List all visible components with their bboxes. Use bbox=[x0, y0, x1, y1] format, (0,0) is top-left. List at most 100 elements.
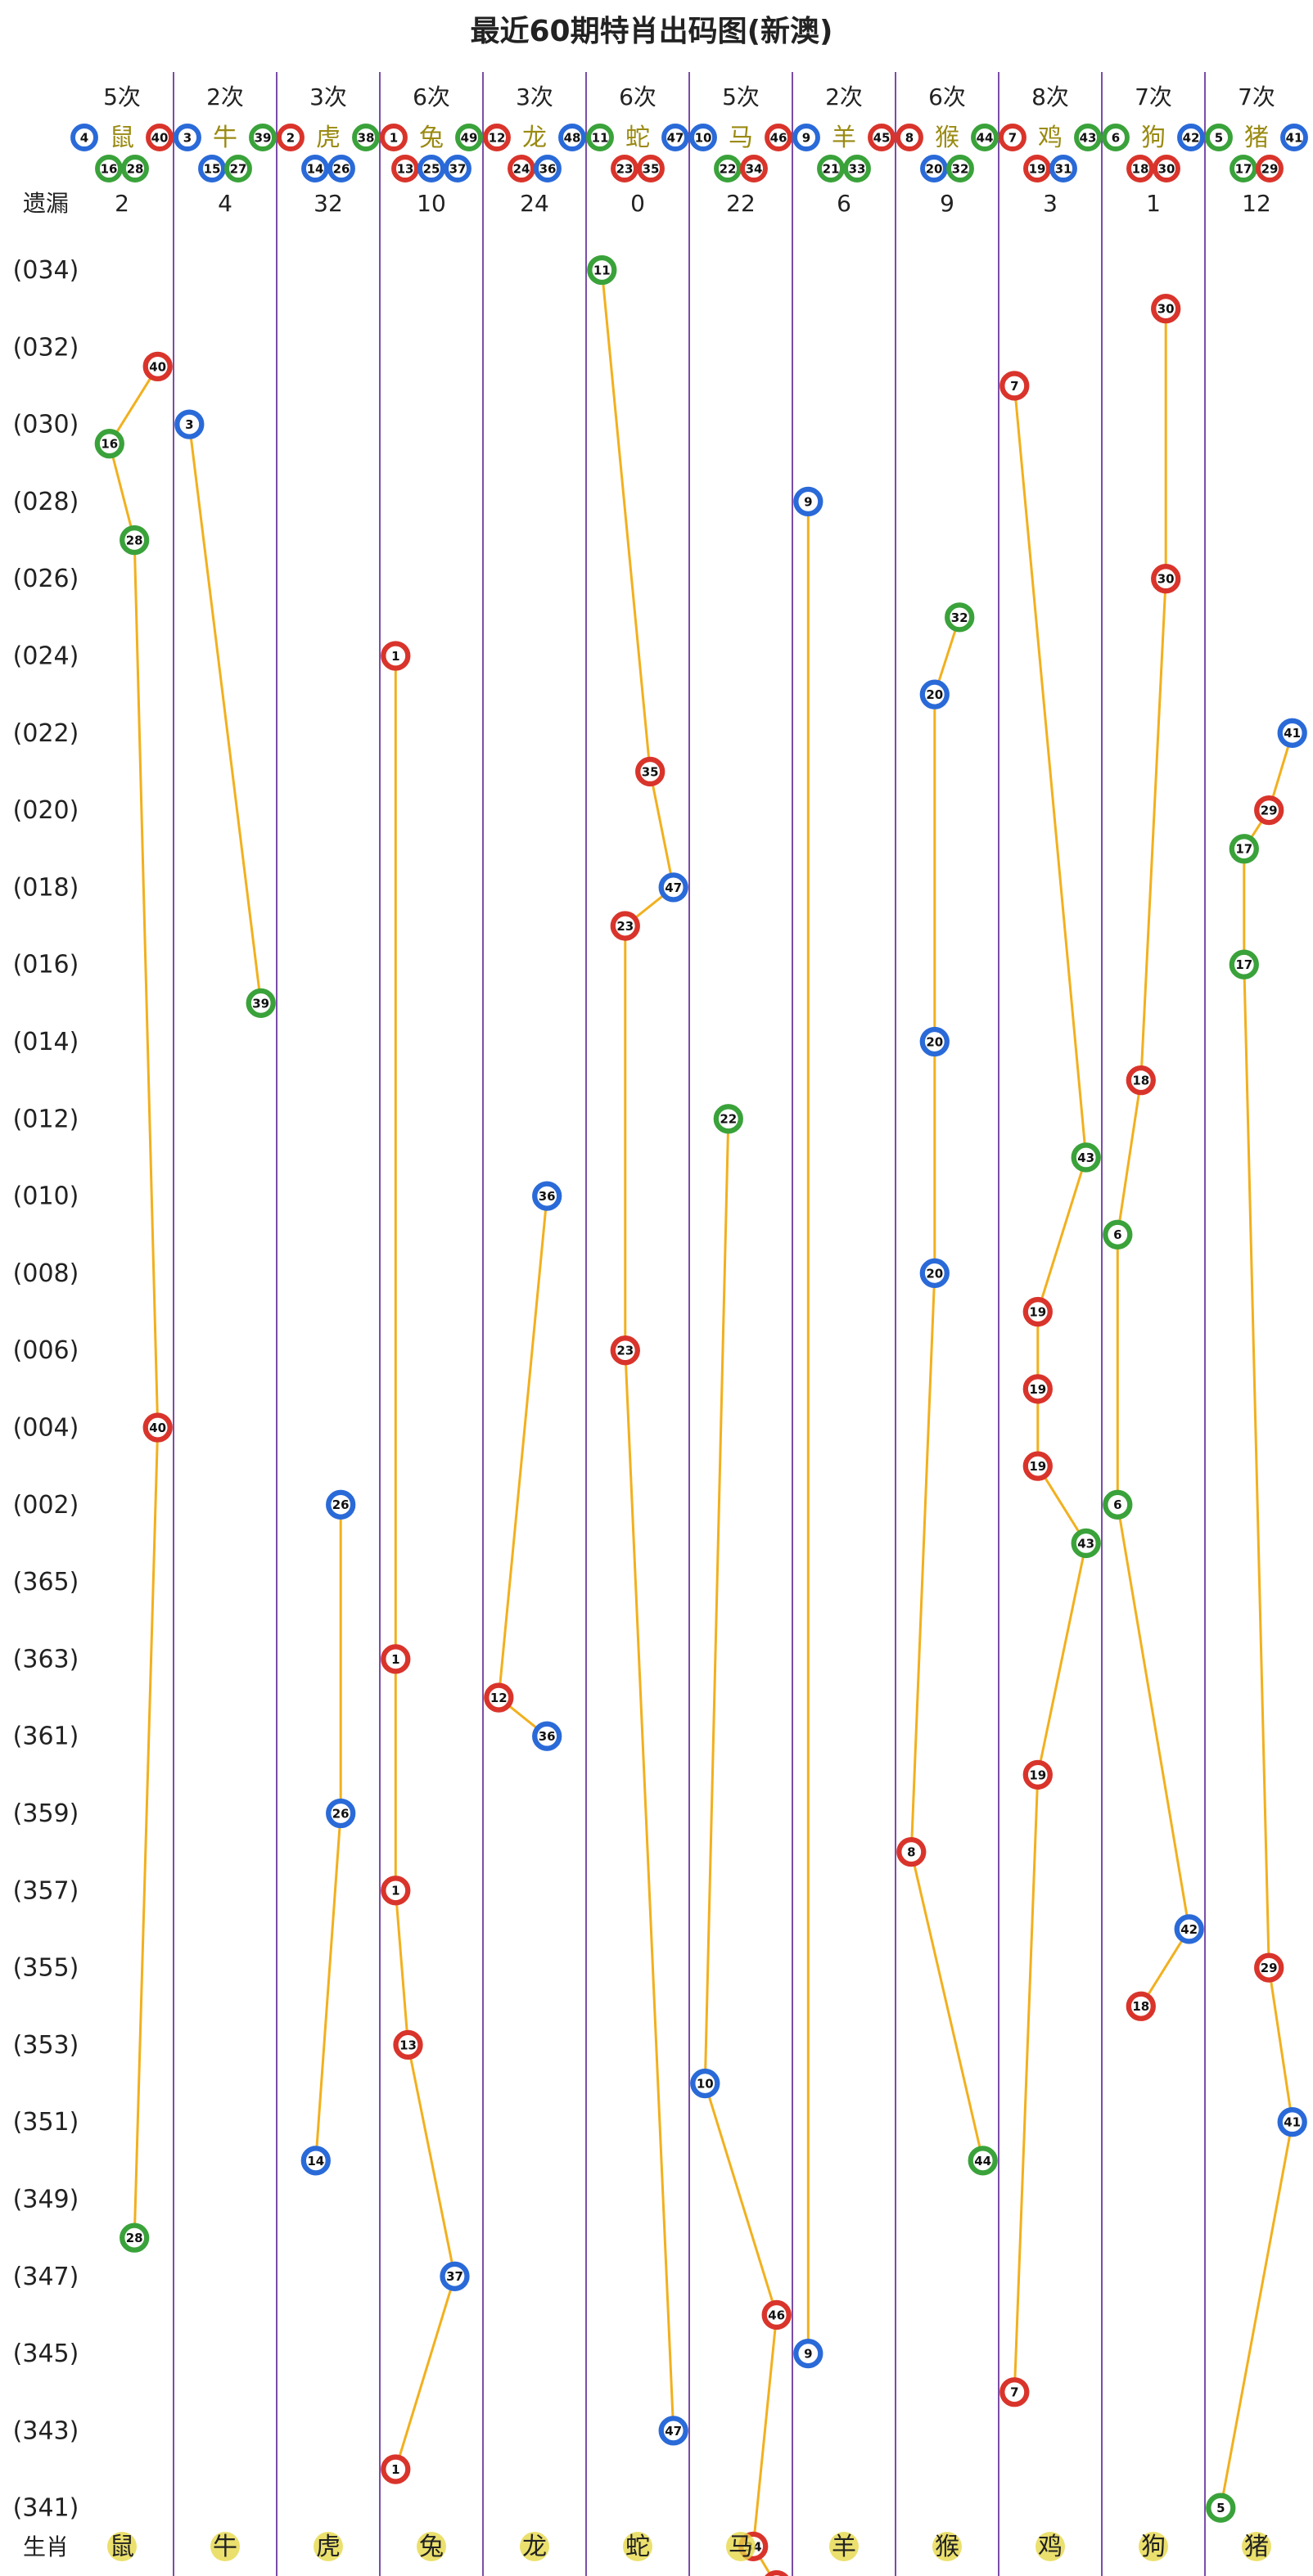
ball-number: 28 bbox=[126, 533, 143, 547]
miss-value: 3 bbox=[1043, 190, 1058, 217]
ball-number: 4 bbox=[80, 130, 88, 145]
ball-number: 1 bbox=[391, 649, 399, 664]
ball-number: 6 bbox=[1113, 1227, 1121, 1242]
data-ball: 1 bbox=[381, 2454, 411, 2484]
ball-number: 46 bbox=[770, 130, 787, 145]
column-header-9: 6次 8 猴 44 20 32 9 bbox=[896, 83, 999, 217]
data-ball: 36 bbox=[532, 1181, 562, 1211]
ball-shine bbox=[1030, 1381, 1046, 1397]
footer-zodiac-name: 兔 bbox=[419, 2533, 444, 2561]
column-header-10: 8次 7 鸡 43 19 31 3 bbox=[999, 83, 1102, 217]
ball-shine bbox=[617, 918, 634, 934]
footer-zodiac-name: 蛇 bbox=[625, 2533, 650, 2561]
ball-number: 23 bbox=[616, 919, 634, 934]
data-ball: 43 bbox=[1071, 1142, 1101, 1173]
ball-shine bbox=[697, 2075, 713, 2092]
ball-shine bbox=[1181, 1921, 1197, 1937]
header-ball: 4 bbox=[70, 124, 98, 151]
ball-number: 1 bbox=[391, 1652, 399, 1667]
ball-shine bbox=[231, 161, 246, 176]
row-label: (347) bbox=[13, 2263, 79, 2291]
ball-shine bbox=[447, 2268, 462, 2285]
ball-shine bbox=[593, 130, 607, 145]
ball-shine bbox=[1007, 2384, 1022, 2400]
footer-circle bbox=[417, 2532, 446, 2561]
column-header-7: 5次 10 马 46 22 34 22 bbox=[689, 83, 792, 217]
data-balls: 4016284028339262614111133713612361135472… bbox=[94, 254, 1307, 2576]
ball-number: 20 bbox=[926, 1266, 943, 1281]
row-label: (010) bbox=[13, 1182, 79, 1211]
row-label: (004) bbox=[13, 1414, 79, 1443]
ball-number: 12 bbox=[490, 1691, 508, 1705]
header-zodiac: 鼠 bbox=[110, 124, 134, 152]
ball-shine bbox=[642, 763, 658, 780]
header-ball: 20 bbox=[920, 155, 948, 182]
ball-number: 24 bbox=[513, 161, 530, 176]
ball-shine bbox=[617, 1342, 634, 1358]
trend-line bbox=[703, 1119, 778, 2576]
ball-number: 11 bbox=[592, 130, 609, 145]
ball-number: 36 bbox=[539, 1729, 556, 1744]
miss-value: 24 bbox=[520, 190, 549, 217]
ball-shine bbox=[1030, 161, 1045, 176]
footer-zodiac-11: 狗 bbox=[1139, 2532, 1168, 2561]
ball-number: 27 bbox=[230, 161, 247, 176]
data-ball: 5 bbox=[1206, 2493, 1236, 2523]
ball-number: 26 bbox=[333, 161, 350, 176]
ball-shine bbox=[902, 130, 917, 145]
ball-number: 13 bbox=[399, 2038, 417, 2052]
header-ball: 14 bbox=[301, 155, 329, 182]
data-ball: 28 bbox=[120, 525, 150, 556]
row-label: (361) bbox=[13, 1723, 79, 1751]
header-ball: 30 bbox=[1153, 155, 1180, 182]
ball-number: 17 bbox=[1235, 161, 1252, 176]
ball-shine bbox=[102, 435, 118, 452]
header-zodiac: 猪 bbox=[1244, 124, 1269, 152]
header-ball: 28 bbox=[121, 155, 149, 182]
row-label: (030) bbox=[13, 411, 79, 439]
ball-shine bbox=[514, 161, 529, 176]
ball-shine bbox=[1236, 161, 1251, 176]
footer-zodiac-12: 猪 bbox=[1242, 2532, 1271, 2561]
trend-line bbox=[909, 616, 985, 2161]
header-ball: 22 bbox=[714, 155, 742, 182]
footer-zodiac-10: 鸡 bbox=[1036, 2532, 1065, 2561]
ball-number: 39 bbox=[255, 130, 272, 145]
data-ball: 19 bbox=[1022, 1759, 1053, 1790]
data-ball: 36 bbox=[532, 1721, 562, 1751]
column-header-3: 3次 2 虎 38 14 26 32 bbox=[277, 83, 380, 217]
ball-shine bbox=[1030, 1767, 1046, 1783]
ball-number: 3 bbox=[185, 417, 193, 432]
trend-line bbox=[108, 366, 160, 2238]
ball-shine bbox=[255, 130, 270, 145]
ball-number: 8 bbox=[905, 130, 914, 145]
header-ball: 15 bbox=[198, 155, 226, 182]
ball-number: 7 bbox=[1008, 130, 1017, 145]
data-ball: 1 bbox=[381, 1876, 411, 1906]
ball-shine bbox=[951, 610, 968, 625]
ball-shine bbox=[1236, 957, 1252, 972]
footer-zodiac-name: 鼠 bbox=[110, 2533, 134, 2561]
ball-number: 39 bbox=[252, 996, 269, 1011]
column-header-5: 3次 12 龙 48 24 36 24 bbox=[483, 83, 586, 217]
row-label: (349) bbox=[13, 2186, 79, 2214]
header-ball: 16 bbox=[95, 155, 123, 182]
ball-number: 44 bbox=[977, 130, 994, 145]
data-ball: 43 bbox=[1071, 1528, 1101, 1559]
data-ball: 23 bbox=[610, 911, 640, 941]
ball-shine bbox=[565, 130, 580, 145]
footer-zodiac-7: 马 bbox=[726, 2532, 756, 2561]
ball-number: 9 bbox=[802, 130, 810, 145]
data-ball: 18 bbox=[1126, 1991, 1156, 2021]
ball-number: 47 bbox=[665, 880, 682, 895]
data-ball: 1 bbox=[381, 641, 411, 671]
ball-shine bbox=[126, 532, 142, 548]
header-ball: 1 bbox=[380, 124, 408, 151]
header-ball: 32 bbox=[946, 155, 974, 182]
ball-shine bbox=[1030, 1304, 1046, 1320]
trend-line bbox=[314, 1504, 342, 2161]
ball-number: 14 bbox=[307, 161, 324, 176]
data-ball: 47 bbox=[658, 872, 688, 903]
header-ball: 43 bbox=[1074, 124, 1102, 151]
ball-shine bbox=[823, 161, 838, 176]
